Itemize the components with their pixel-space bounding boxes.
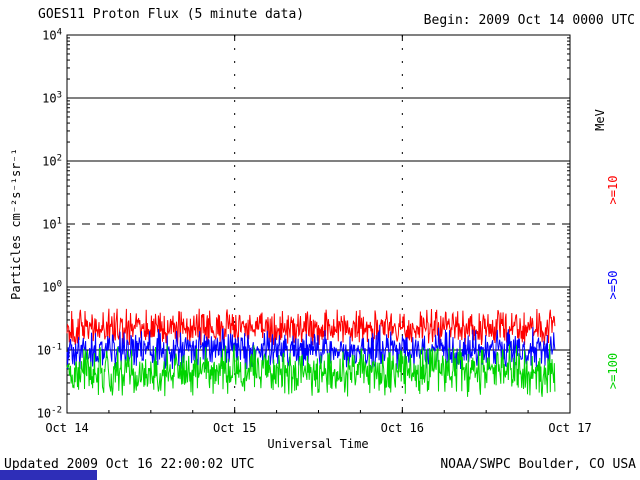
flux-trace->=100 [66, 344, 556, 397]
updated-timestamp: Updated 2009 Oct 16 22:00:02 UTC [4, 457, 255, 472]
y-tick-label: 100 [42, 279, 62, 295]
series-label->=10: >=10 [606, 175, 620, 205]
y-tick-label: 102 [42, 153, 62, 169]
y-tick-label: 104 [42, 27, 62, 43]
y-axis-title: Particles cm⁻²s⁻¹sr⁻¹ [9, 148, 23, 300]
chart-title: GOES11 Proton Flux (5 minute data) [38, 7, 305, 22]
y-tick-label: 10-2 [36, 405, 62, 421]
x-tick-label: Oct 15 [212, 421, 257, 435]
y-tick-label: 103 [42, 90, 62, 106]
series-label->=100: >=100 [606, 352, 620, 390]
x-tick-label: Oct 14 [45, 421, 89, 435]
credit-label: NOAA/SWPC Boulder, CO USA [440, 457, 636, 472]
right-axis-unit-label: MeV [593, 109, 607, 131]
x-axis-title: Universal Time [267, 437, 369, 451]
bottom-blue-bar [0, 470, 97, 480]
begin-time-label: Begin: 2009 Oct 14 0000 UTC [423, 13, 635, 28]
x-tick-label: Oct 16 [380, 421, 425, 435]
x-tick-label: Oct 17 [548, 421, 592, 435]
y-tick-label: 101 [42, 216, 62, 232]
series-label->=50: >=50 [606, 270, 620, 300]
y-tick-label: 10-1 [36, 342, 62, 358]
flux-trace->=50 [66, 324, 556, 370]
